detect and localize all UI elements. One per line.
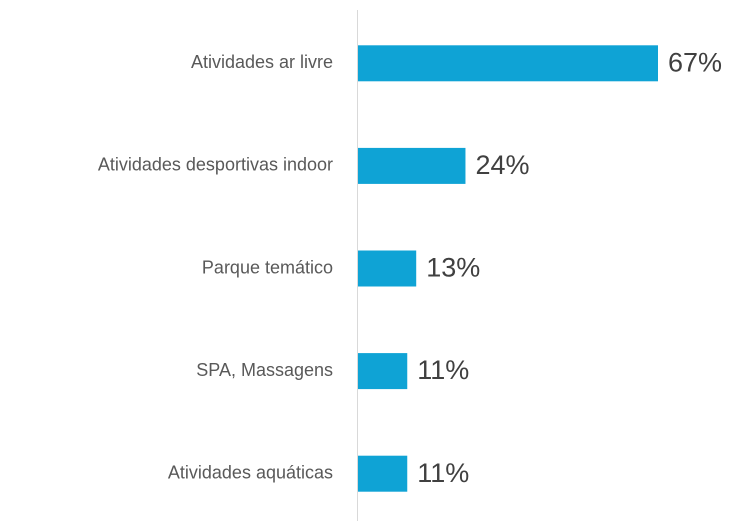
bar <box>358 45 658 82</box>
category-label: Atividades aquáticas <box>168 462 333 482</box>
category-label: Atividades desportivas indoor <box>98 155 333 175</box>
bar <box>358 250 417 287</box>
data-label: 24% <box>475 150 529 180</box>
bar <box>358 455 408 492</box>
bar <box>358 147 466 184</box>
category-label: Atividades ar livre <box>191 52 333 72</box>
data-label: 11% <box>417 355 469 385</box>
category-label: SPA, Massagens <box>196 360 333 380</box>
data-label: 13% <box>426 253 480 283</box>
data-label: 11% <box>417 458 469 488</box>
data-label: 67% <box>668 47 722 77</box>
category-label: Parque temático <box>202 257 333 277</box>
bar <box>358 353 408 390</box>
